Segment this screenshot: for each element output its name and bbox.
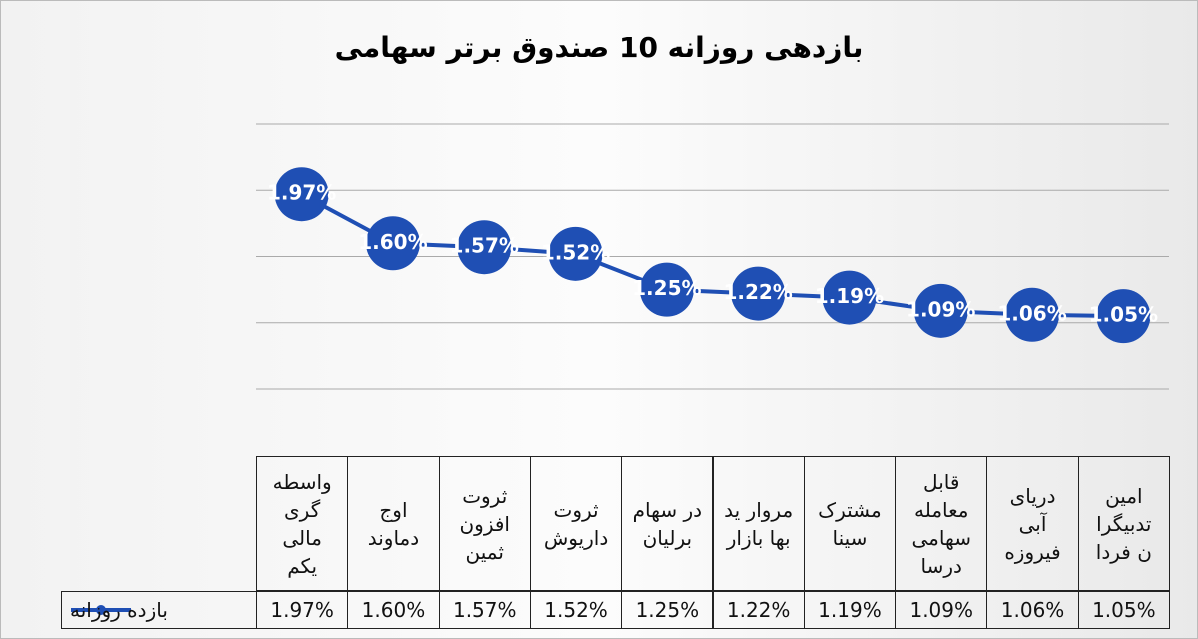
marker: [457, 220, 512, 275]
data-label: 1.09%: [906, 297, 975, 321]
data-label: 1.19%: [815, 284, 884, 308]
marker: [913, 283, 968, 338]
table-value: 1.52%: [529, 591, 623, 629]
line: [300, 192, 1124, 319]
data-label: 1.52%: [541, 240, 610, 264]
data-label: 1.22%: [723, 280, 792, 304]
data-label: 1.06%: [997, 301, 1066, 325]
data-label: 1.05%: [1089, 303, 1158, 327]
category-cell: مروار ید بها بازار: [712, 456, 805, 591]
category-cell: دریای آبی فیروزه: [986, 456, 1079, 591]
category-cell: قابل معامله سهامی درسا: [895, 456, 988, 591]
table-value: 1.25%: [621, 591, 714, 629]
table-value: 1.19%: [803, 591, 897, 629]
marker: [548, 226, 603, 281]
table-value: 1.06%: [986, 591, 1079, 629]
category-cell: امین تدبیگرا ن فردا: [1077, 456, 1170, 591]
legend-label: بازده روزانه: [70, 598, 168, 622]
category-cell: ثروت افزون ثمین: [438, 456, 531, 591]
table-value: 1.09%: [895, 591, 988, 629]
data-label: 1.60%: [358, 230, 427, 254]
marker: [731, 266, 786, 321]
marker: [365, 216, 420, 271]
category-cell: در سهام برلیان: [621, 456, 714, 591]
legend-cell: بازده روزانه: [61, 591, 257, 629]
table-value: 1.22%: [712, 591, 805, 629]
table-value: 1.05%: [1077, 591, 1170, 629]
category-cell: واسطه گری مالی یکم: [256, 456, 349, 591]
table-value: 1.97%: [256, 591, 349, 629]
data-label: 1.57%: [450, 234, 519, 258]
data-label: 1.97%: [267, 181, 336, 205]
data-label: 1.25%: [632, 276, 701, 300]
category-cell: مشترک سینا: [803, 456, 897, 591]
marker: [274, 167, 329, 222]
category-cell: اوج دماوند: [347, 456, 440, 591]
chart-title: بازدهی روزانه 10 صندوق برتر سهامی: [334, 31, 864, 64]
marker: [822, 270, 877, 325]
marker: [1005, 287, 1060, 342]
table-value: 1.60%: [347, 591, 440, 629]
legend-marker: [96, 605, 106, 615]
table-value: 1.57%: [438, 591, 531, 629]
category-cell: ثروت داریوش: [529, 456, 623, 591]
marker: [1096, 289, 1151, 344]
marker: [639, 262, 694, 317]
